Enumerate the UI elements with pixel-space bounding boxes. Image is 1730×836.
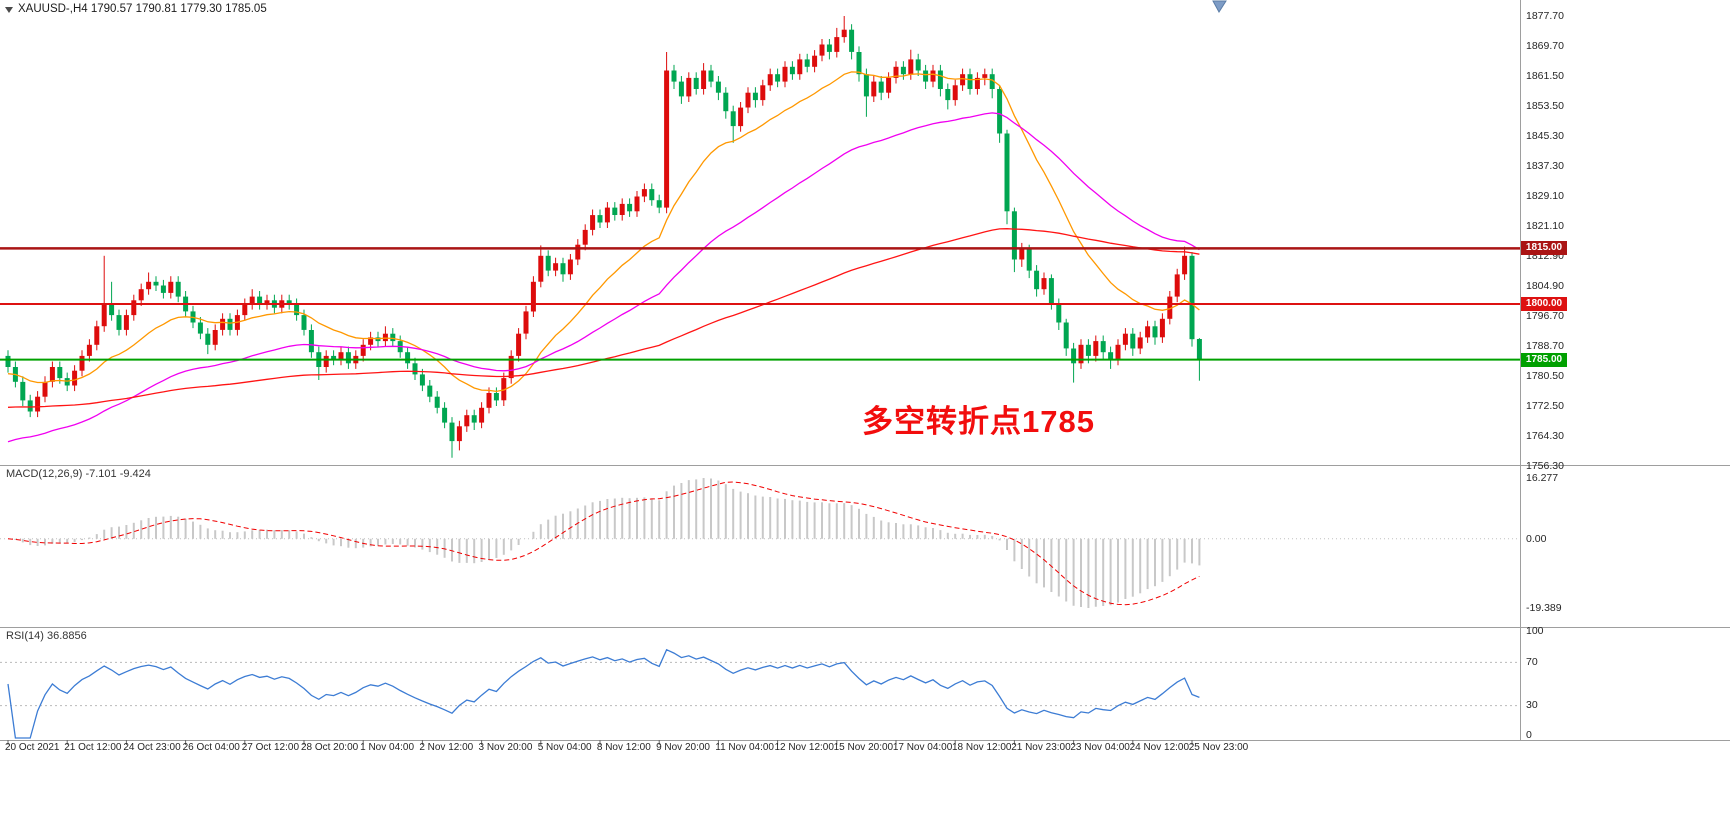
time-axis-label: 24 Oct 23:00	[123, 742, 181, 753]
time-axis-label: 20 Oct 2021	[5, 742, 60, 753]
price-axis[interactable]: 1877.70 1869.70 1861.50 1853.50 1845.30 …	[1526, 10, 1596, 490]
chart-shift-icon[interactable]	[1210, 0, 1228, 14]
symbol-marker-icon	[5, 7, 13, 13]
candles-layer	[5, 16, 1202, 458]
price-axis-label: 1821.10	[1526, 220, 1564, 232]
resistance-line-label[interactable]: 1815.00	[1521, 241, 1567, 255]
time-axis-label: 5 Nov 04:00	[537, 742, 592, 753]
time-axis-label: 11 Nov 04:00	[715, 742, 774, 753]
rsi-label: RSI(14) 36.8856	[6, 630, 87, 642]
time-axis-label: 17 Nov 04:00	[892, 742, 953, 753]
annotation-text: 多空转折点1785	[862, 404, 1095, 439]
time-axis-label: 18 Nov 12:00	[952, 742, 1012, 753]
price-axis-label: 1796.70	[1526, 310, 1564, 322]
rsi-axis-label: 30	[1526, 699, 1538, 711]
macd-axis-label: 16.277	[1526, 472, 1559, 484]
price-axis-label: 1772.50	[1526, 400, 1564, 412]
time-axis-label: 24 Nov 12:00	[1129, 742, 1190, 753]
time-axis-label: 1 Nov 04:00	[360, 742, 415, 753]
pane-separators	[0, 0, 1730, 741]
time-axis-label: 27 Oct 12:00	[241, 742, 300, 753]
price-axis-label: 1756.30	[1526, 460, 1564, 472]
time-axis-label: 26 Oct 04:00	[182, 742, 240, 753]
time-axis-label: 21 Nov 23:00	[1011, 742, 1071, 753]
macd-signal-line	[7, 481, 1200, 606]
macd-axis-label: 0.00	[1526, 533, 1547, 545]
rsi-axis-label: 0	[1526, 729, 1532, 741]
price-axis-label: 1869.70	[1526, 40, 1564, 52]
rsi-layer	[0, 648, 1520, 739]
time-axis-label: 2 Nov 12:00	[419, 742, 474, 753]
price-axis-label: 1829.10	[1526, 190, 1564, 202]
chart-canvas[interactable]	[0, 0, 1730, 750]
price-axis-label: 1845.30	[1526, 130, 1564, 142]
macd-layer	[0, 478, 1520, 608]
price-axis-label: 1788.70	[1526, 340, 1564, 352]
price-axis-label: 1804.90	[1526, 280, 1564, 292]
resistance-line-label[interactable]: 1800.00	[1521, 297, 1567, 311]
price-axis-label: 1861.50	[1526, 70, 1564, 82]
price-axis-label: 1780.50	[1526, 370, 1564, 382]
time-axis-label: 28 Oct 20:00	[300, 742, 359, 753]
time-axis-label: 8 Nov 12:00	[596, 742, 651, 753]
rsi-axis-label: 70	[1526, 656, 1538, 668]
time-axis[interactable]: 20 Oct 2021 21 Oct 12:00 24 Oct 23:00 26…	[5, 742, 1248, 753]
macd-axis-label: -19.389	[1526, 602, 1562, 614]
time-axis-label: 9 Nov 20:00	[656, 742, 710, 753]
support-line-label[interactable]: 1785.00	[1521, 353, 1567, 367]
price-axis-label: 1853.50	[1526, 100, 1564, 112]
time-axis-label: 21 Oct 12:00	[64, 742, 122, 753]
time-ticks	[7, 740, 1193, 745]
time-axis-label: 23 Nov 04:00	[1070, 742, 1130, 753]
time-axis-label: 12 Nov 12:00	[774, 742, 834, 753]
time-axis-label: 3 Nov 20:00	[478, 742, 533, 753]
time-axis-label: 25 Nov 23:00	[1188, 742, 1249, 753]
price-axis-label: 1837.30	[1526, 160, 1564, 172]
medium-ma-line	[7, 112, 1200, 443]
rsi-axis-label: 100	[1526, 625, 1544, 637]
chart-header: XAUUSD-,H4 1790.57 1790.81 1779.30 1785.…	[5, 3, 267, 15]
macd-label: MACD(12,26,9) -7.101 -9.424	[6, 468, 151, 480]
rsi-line	[7, 648, 1200, 739]
price-axis-label: 1764.30	[1526, 430, 1564, 442]
time-axis-label: 15 Nov 20:00	[833, 742, 894, 753]
price-axis-label: 1877.70	[1526, 10, 1564, 22]
horizontal-lines-layer	[0, 247, 1520, 361]
chart-title: XAUUSD-,H4 1790.57 1790.81 1779.30 1785.…	[18, 3, 267, 15]
fast-ma-line	[7, 71, 1200, 393]
